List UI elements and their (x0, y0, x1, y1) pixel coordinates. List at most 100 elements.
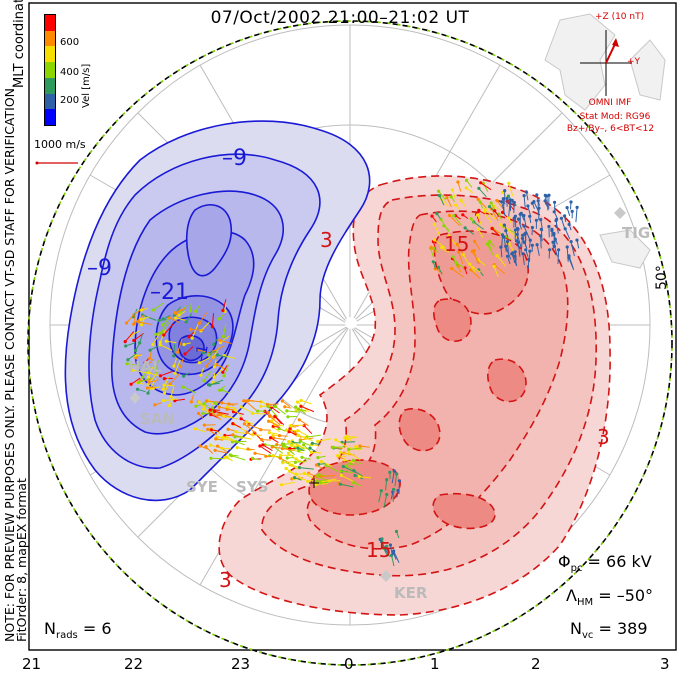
vector-line (272, 455, 280, 459)
station-markers (130, 207, 626, 582)
imf-clock (580, 30, 632, 96)
fit-center-marker (309, 478, 319, 488)
vector-line (316, 479, 329, 482)
vector-line (288, 431, 297, 436)
vector-line (133, 310, 137, 324)
mlt-tick: 1 (430, 655, 440, 673)
vector-line (235, 431, 247, 435)
vector-line (163, 398, 178, 402)
vector-line (501, 234, 503, 247)
vector-line (219, 406, 234, 411)
colorbar-swatch (45, 62, 55, 78)
vector-line (453, 215, 463, 227)
vector-line (385, 479, 388, 491)
vector-line (298, 449, 306, 452)
vector-line (221, 447, 232, 450)
vector-line (312, 442, 321, 445)
vector-line (430, 246, 436, 254)
positive-cell (218, 175, 611, 616)
vector-line (507, 241, 509, 255)
vector-line (244, 423, 257, 434)
fit-order-label: FitOrder: 8, mapEX format (14, 478, 29, 642)
vector-line (206, 400, 220, 403)
vector-line (297, 445, 309, 450)
colorbar-label: Vel [m/s] (81, 63, 92, 108)
vector-line (274, 416, 282, 425)
vector-line (155, 360, 159, 372)
vector-line (190, 394, 194, 403)
vector-line (163, 323, 174, 336)
vector-line (540, 235, 542, 249)
vector-line (158, 319, 167, 321)
vector-line (214, 411, 229, 415)
vector-line (570, 201, 572, 210)
contour-label: –9 (222, 146, 247, 171)
vector-line (198, 413, 204, 418)
vector-line (317, 455, 326, 459)
vector-line (223, 355, 236, 359)
vector-line (142, 366, 151, 378)
vector-line (335, 439, 348, 448)
imf-bin: Bz+/By–, 6<BT<12 (566, 124, 655, 134)
vector-line (512, 252, 516, 263)
vector-line (390, 491, 394, 500)
vector-line (298, 408, 307, 412)
vector-line (554, 246, 558, 257)
vector-line (164, 384, 169, 394)
vector-line (320, 475, 336, 477)
vector-line (528, 251, 531, 263)
vector-line (523, 195, 526, 209)
coordinates-label: MLT coordinates (12, 0, 27, 88)
vector-line (174, 307, 187, 314)
n-rads-value: 6 (101, 619, 112, 638)
vector-line (135, 353, 142, 359)
vector-line (205, 446, 214, 454)
vector-line (208, 382, 220, 386)
vector-line (575, 207, 578, 223)
colorbar-tick: 400 (60, 67, 80, 78)
vector-line (316, 464, 323, 470)
vector-origin (516, 227, 520, 231)
vector-origin (535, 243, 539, 247)
vector-origin (539, 234, 543, 238)
vector-line (316, 475, 324, 480)
vector-line (566, 207, 571, 216)
vector-line (164, 384, 175, 387)
reference-vector-label: 1000 m/s (34, 138, 86, 151)
vector-origin (208, 408, 212, 412)
colorbar-swatch (45, 77, 55, 94)
vector-line (353, 470, 364, 478)
vector-line (284, 406, 292, 409)
colorbar-swatch (45, 109, 55, 125)
vector-origin (530, 243, 534, 247)
vector-line (383, 547, 388, 557)
vector-line (570, 241, 575, 257)
vector-line (213, 337, 219, 345)
vector-line (470, 269, 481, 280)
vector-line (320, 481, 329, 484)
vector-line (474, 241, 481, 251)
vector-line (520, 238, 523, 253)
vector-line (568, 255, 574, 269)
vector-line (525, 191, 529, 201)
vector-line (213, 359, 217, 367)
station-label: TIG (622, 224, 651, 242)
vector-line (299, 467, 314, 470)
vector-line (394, 473, 398, 487)
vector-line (389, 544, 393, 556)
vector-line (183, 386, 197, 394)
vector-line (295, 458, 305, 464)
vector-line (196, 349, 210, 354)
vector-line (130, 329, 141, 337)
vector-line (175, 317, 187, 322)
vector-line (523, 215, 527, 228)
vector-line (304, 472, 317, 481)
vector-line (494, 210, 499, 216)
station-label: KER (394, 584, 428, 602)
vector-line (148, 379, 159, 383)
vector-line (508, 183, 514, 197)
vector-line (215, 438, 223, 441)
vector-line (270, 406, 280, 414)
vector-line (340, 451, 350, 456)
vector-line (436, 213, 441, 219)
